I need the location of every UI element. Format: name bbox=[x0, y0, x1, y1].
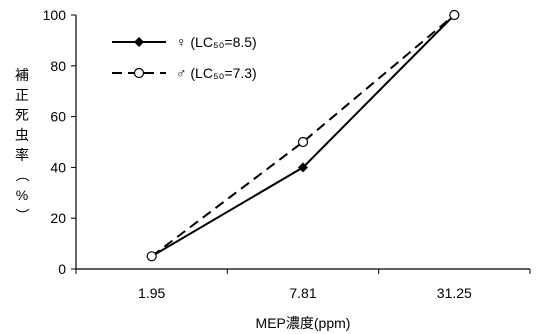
data-point-circle bbox=[297, 136, 309, 148]
legend-label-female: ♀ (LC₅₀=8.5) bbox=[176, 34, 257, 50]
series-line-1 bbox=[151, 14, 455, 258]
series-line-0 bbox=[151, 14, 456, 258]
y-axis-label-char: 虫 bbox=[15, 127, 29, 143]
y-axis-label-char: 死 bbox=[15, 107, 29, 123]
x-tick-label: 31.25 bbox=[437, 285, 472, 301]
legend-label-male: ♂ (LC₅₀=7.3) bbox=[176, 65, 257, 81]
y-tick-label: 0 bbox=[58, 261, 66, 277]
y-tick-label: 60 bbox=[50, 109, 66, 125]
legend: ♀ (LC₅₀=8.5) ♂ (LC₅₀=7.3) bbox=[112, 34, 257, 81]
y-axis-label-char: ） bbox=[14, 208, 30, 222]
series-group bbox=[146, 9, 460, 262]
legend-marker-female bbox=[134, 37, 144, 47]
y-ticks: 0 20 40 60 80 100 bbox=[43, 7, 76, 277]
x-tick-label: 7.81 bbox=[289, 285, 316, 301]
legend-entry-male: ♂ (LC₅₀=7.3) bbox=[112, 65, 257, 81]
x-axis-label: MEP濃度(ppm) bbox=[256, 315, 351, 331]
y-axis-label-char: % bbox=[16, 187, 28, 203]
y-tick-label: 100 bbox=[43, 7, 67, 23]
y-tick-label: 40 bbox=[50, 159, 66, 175]
x-tick-label: 1.95 bbox=[138, 285, 165, 301]
legend-marker-male bbox=[133, 67, 145, 79]
y-tick-label: 80 bbox=[50, 58, 66, 74]
y-axis-label-char: 補 bbox=[15, 67, 29, 83]
data-point-diamond bbox=[298, 162, 308, 173]
y-axis-label-char: （ bbox=[14, 168, 30, 182]
y-tick-label: 20 bbox=[50, 210, 66, 226]
legend-entry-female: ♀ (LC₅₀=8.5) bbox=[112, 34, 257, 50]
axes bbox=[75, 15, 530, 270]
data-point-circle bbox=[449, 9, 460, 21]
data-point-circle bbox=[146, 251, 157, 262]
x-ticks: 1.95 7.81 31.25 bbox=[75, 269, 531, 301]
y-axis-label-char: 率 bbox=[15, 147, 29, 163]
y-axis-label-char: 正 bbox=[15, 87, 29, 103]
